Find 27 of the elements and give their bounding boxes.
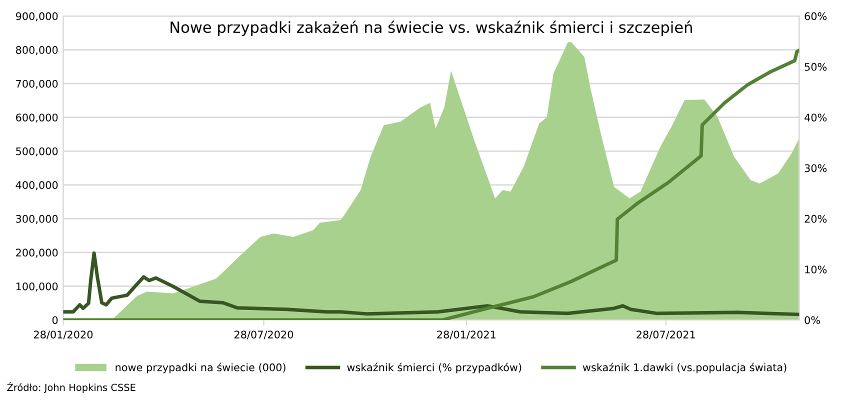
y2-tick-label: 0% (804, 316, 820, 324)
y2-tick-label: 60% (804, 12, 827, 20)
x-tick-label: 28/01/2021 (437, 330, 496, 340)
y-tick-label: 600,000 (16, 114, 58, 123)
y-tick-label: 300,000 (16, 214, 58, 224)
y2-tick-label: 40% (804, 114, 827, 122)
y-tick-label: 800,000 (16, 46, 58, 55)
y2-tick-label: 20% (804, 214, 827, 223)
legend-label: wskaźnik 1.dawki (vs.populacja świata) (582, 362, 786, 374)
y-tick-label: 0 (52, 316, 58, 324)
x-tick-label: 28/07/2020 (234, 330, 294, 340)
legend-label: wskaźnik śmierci (% przypadków) (347, 362, 522, 374)
y-tick-label: 200,000 (16, 248, 58, 258)
x-tick-label: 28/07/2021 (636, 330, 695, 340)
text: Źródło: John Hopkins CSSE (7, 382, 136, 393)
x-tick-label: 28/01/2020 (34, 330, 93, 340)
y2-tick-label: 10% (805, 266, 827, 274)
y2-tick-label: 50% (804, 62, 827, 71)
legend-label: nowe przypadki na świecie (000) (116, 362, 286, 374)
y2-tick-label: 30% (804, 164, 827, 172)
y-tick-label: 900,000 (16, 12, 58, 22)
y-tick-label: 100,000 (16, 282, 58, 292)
line-series (63, 251, 800, 316)
y-tick-label: 700,000 (16, 80, 58, 89)
y-tick-label: 500,000 (16, 147, 58, 156)
chart-title: Nowe przypadki zakażeń na świecie vs. wskaźnik śmierci i szczepień (170, 20, 692, 36)
y-tick-label: 400,000 (16, 181, 58, 190)
